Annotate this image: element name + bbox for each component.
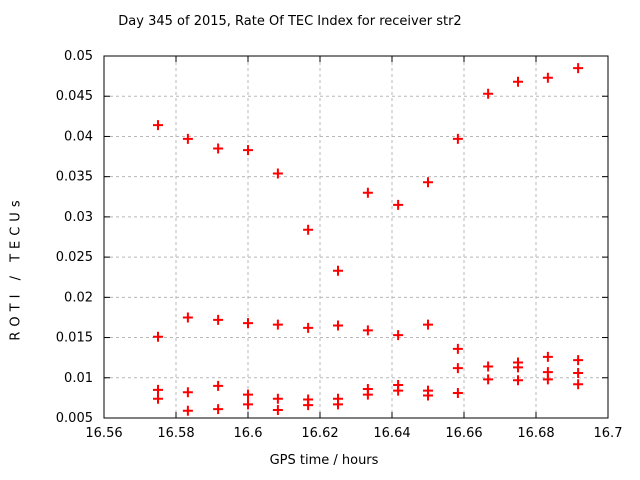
data-point — [213, 143, 224, 154]
data-point — [573, 367, 584, 378]
data-point — [483, 88, 494, 99]
y-tick-label: 0.03 — [64, 210, 93, 225]
data-point — [423, 390, 433, 401]
data-point — [153, 384, 163, 395]
data-point — [213, 380, 224, 391]
y-tick-label: 0.01 — [64, 371, 93, 386]
data-point — [483, 361, 494, 372]
data-point — [452, 343, 463, 354]
y-tick-label: 0.035 — [56, 170, 93, 185]
data-point — [272, 404, 283, 415]
data-point — [362, 325, 373, 336]
data-point — [182, 133, 193, 144]
data-point — [153, 393, 163, 404]
data-point — [393, 199, 404, 210]
y-tick-label: 0.045 — [56, 89, 93, 104]
data-point — [303, 322, 314, 333]
data-point — [573, 379, 584, 390]
x-tick-label: 16.7 — [594, 426, 623, 441]
plot-border — [103, 55, 609, 419]
data-point — [362, 187, 373, 198]
data-point — [542, 351, 553, 362]
data-point — [272, 168, 283, 179]
data-point — [243, 399, 253, 410]
data-point — [333, 399, 343, 410]
data-point — [513, 362, 523, 373]
data-point — [303, 224, 314, 235]
data-point — [573, 63, 584, 74]
y-tick-label: 0.02 — [64, 290, 93, 305]
data-point — [303, 400, 314, 411]
y-tick-label: 0.025 — [56, 250, 93, 265]
data-point — [423, 319, 433, 330]
data-point — [452, 363, 463, 374]
x-tick-label: 16.58 — [157, 426, 194, 441]
data-point — [542, 72, 553, 83]
data-point — [272, 319, 283, 330]
data-point — [243, 318, 253, 329]
x-tick-label: 16.64 — [373, 426, 410, 441]
data-point — [182, 387, 193, 398]
data-point — [513, 76, 523, 87]
x-tick-label: 16.62 — [301, 426, 338, 441]
y-tick-label: 0.005 — [56, 411, 93, 426]
data-point — [153, 120, 163, 131]
data-point — [153, 331, 163, 342]
y-tick-label: 0.05 — [64, 49, 93, 64]
x-tick-label: 16.6 — [234, 426, 263, 441]
data-point — [452, 133, 463, 144]
data-point — [243, 145, 253, 156]
x-tick-label: 16.66 — [445, 426, 482, 441]
data-point — [393, 385, 404, 396]
data-point — [213, 314, 224, 325]
data-point — [333, 320, 343, 331]
data-point — [362, 389, 373, 400]
y-tick-label: 0.04 — [64, 129, 93, 144]
y-tick-label: 0.015 — [56, 331, 93, 346]
x-tick-label: 16.56 — [85, 426, 122, 441]
data-point — [483, 374, 494, 385]
data-point — [272, 393, 283, 404]
x-axis-label: GPS time / hours — [269, 453, 379, 468]
data-point — [573, 355, 584, 366]
data-point — [182, 312, 193, 323]
data-point — [452, 388, 463, 399]
data-point — [393, 330, 404, 341]
data-point — [423, 177, 433, 188]
chart-title: Day 345 of 2015, Rate Of TEC Index for r… — [118, 14, 462, 29]
data-point — [513, 375, 523, 386]
data-point — [213, 404, 224, 415]
data-point — [182, 405, 193, 416]
data-point — [542, 374, 553, 385]
data-point — [243, 389, 253, 400]
y-axis-label: ROTI / TECUs — [8, 195, 24, 341]
x-tick-label: 16.68 — [517, 426, 554, 441]
data-point — [333, 265, 343, 276]
